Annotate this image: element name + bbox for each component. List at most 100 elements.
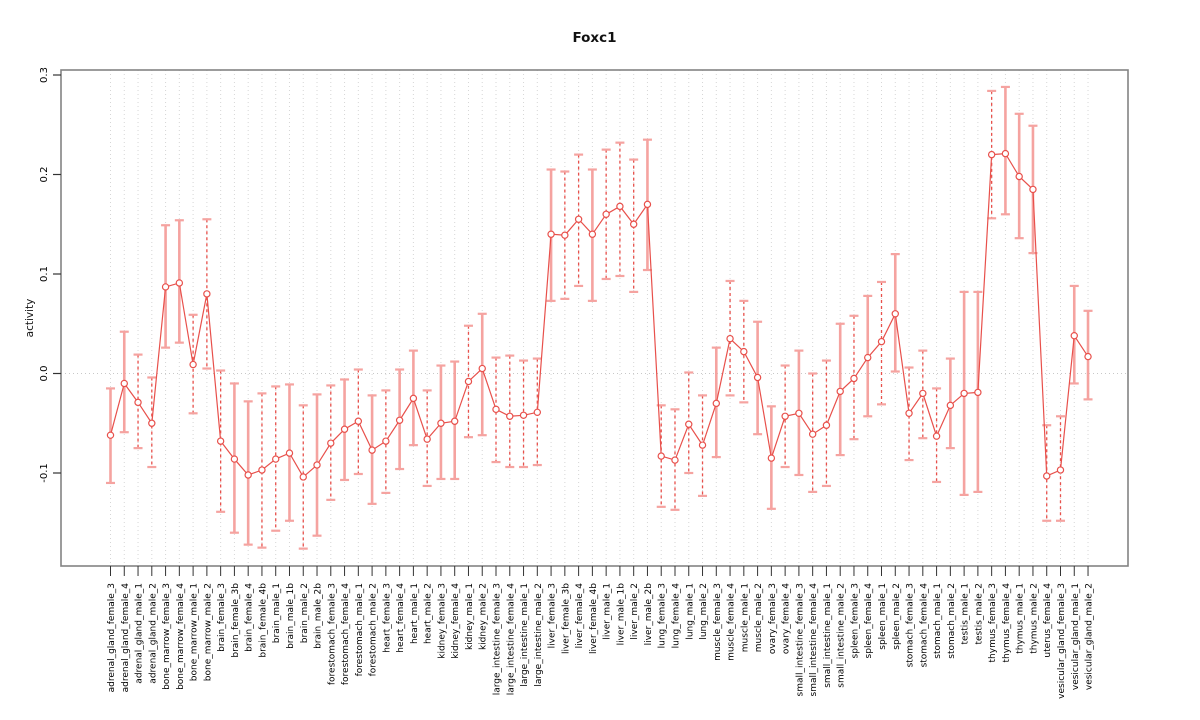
x-axis-label: vesicular_gland_female_3 xyxy=(1057,583,1067,699)
x-axis-label: stomach_male_1 xyxy=(933,583,943,659)
data-point-marker xyxy=(451,417,459,425)
x-axis-label: large_intestine_female_4 xyxy=(506,583,516,696)
data-point-marker xyxy=(767,454,776,462)
data-point-marker xyxy=(519,411,528,419)
x-axis-label: bone_marrow_male_2 xyxy=(203,583,213,681)
data-point-marker xyxy=(244,471,252,479)
data-point-marker xyxy=(657,452,665,460)
data-point-marker xyxy=(574,215,583,223)
data-point-marker xyxy=(588,230,597,238)
x-axis-label: liver_male_1b xyxy=(616,583,626,646)
data-point-marker xyxy=(175,279,184,287)
data-point-marker xyxy=(368,446,376,454)
x-axis-label: liver_male_2b xyxy=(644,583,654,646)
data-point-marker xyxy=(506,412,514,420)
x-axis-label: adrenal_gland_female_3 xyxy=(107,583,117,692)
data-point-marker xyxy=(464,377,473,386)
x-axis-label: adrenal_gland_male_1 xyxy=(135,583,145,684)
x-axis-label: lung_female_4 xyxy=(671,583,681,649)
data-point-marker xyxy=(726,334,734,343)
x-axis-label: adrenal_gland_male_2 xyxy=(148,583,158,684)
data-point-marker xyxy=(285,449,294,457)
x-axis-label: liver_male_1 xyxy=(603,583,613,640)
x-axis-label: brain_female_4 xyxy=(245,583,255,652)
x-axis-label: lung_male_1 xyxy=(685,583,695,640)
data-point-marker xyxy=(877,337,886,346)
data-point-marker xyxy=(478,364,486,373)
data-point-marker xyxy=(740,347,748,356)
data-point-marker xyxy=(974,388,982,397)
data-point-marker xyxy=(1070,331,1078,340)
data-point-marker xyxy=(561,231,569,239)
x-axis-label: forestomach_female_3 xyxy=(327,583,337,685)
data-point-marker xyxy=(533,408,542,417)
data-point-marker xyxy=(1015,172,1023,181)
data-point-marker xyxy=(864,353,872,362)
data-point-marker xyxy=(629,220,638,228)
data-point-marker xyxy=(230,455,239,463)
x-axis-label: kidney_male_2 xyxy=(479,583,489,650)
x-axis-label: thymus_female_3 xyxy=(988,583,998,662)
x-axis-label: vesicular_gland_male_2 xyxy=(1085,583,1095,690)
x-axis-label: kidney_female_4 xyxy=(451,583,461,659)
data-point-marker xyxy=(1056,466,1065,474)
data-point-marker xyxy=(354,417,363,425)
x-axis-label: stomach_female_4 xyxy=(919,583,929,668)
x-axis-label: stomach_male_2 xyxy=(947,583,957,659)
x-axis-label: stomach_female_3 xyxy=(906,583,916,667)
x-axis-label: spleen_female_3 xyxy=(850,583,860,658)
data-point-marker xyxy=(836,387,844,396)
x-axis-label: testis_male_2 xyxy=(974,583,984,645)
data-point-marker xyxy=(685,420,693,428)
x-axis-label: bone_marrow_male_1 xyxy=(190,583,200,681)
x-axis-label: muscle_male_2 xyxy=(754,583,764,652)
data-point-marker xyxy=(616,202,624,211)
x-axis-label: bone_marrow_female_4 xyxy=(176,583,186,690)
x-axis-label: thymus_male_2 xyxy=(1029,583,1039,654)
data-point-marker xyxy=(327,439,335,447)
data-point-marker xyxy=(822,421,831,429)
data-point-marker xyxy=(340,425,349,433)
x-axis-label: forestomach_male_1 xyxy=(355,583,365,676)
data-point-marker xyxy=(161,283,170,291)
data-point-marker xyxy=(395,416,404,424)
y-axis-tick-label: 0.1 xyxy=(39,266,50,282)
x-axis-label: lung_female_3 xyxy=(658,583,668,648)
data-point-marker xyxy=(148,419,156,427)
x-axis-label: brain_female_3 xyxy=(217,583,227,652)
x-axis-label: liver_female_4b xyxy=(589,583,599,654)
x-axis-label: thymus_male_1 xyxy=(1016,583,1026,654)
data-point-marker xyxy=(299,473,307,481)
chart-title: Foxc1 xyxy=(572,30,617,46)
x-axis-label: small_intestine_male_2 xyxy=(837,583,847,688)
data-point-marker xyxy=(272,455,280,463)
x-axis-label: large_intestine_female_3 xyxy=(493,583,503,695)
x-axis-label: brain_male_1b xyxy=(286,583,296,649)
x-axis-label: liver_female_3b xyxy=(561,583,571,654)
x-axis-label: muscle_male_1 xyxy=(740,583,750,652)
x-axis-label: adrenal_gland_female_4 xyxy=(121,583,131,693)
data-point-marker xyxy=(905,409,913,417)
x-axis-label: ovary_female_3 xyxy=(768,583,778,654)
data-point-marker xyxy=(106,431,115,439)
data-point-marker xyxy=(189,360,197,369)
data-point-marker xyxy=(1084,352,1092,361)
x-axis-label: liver_female_3 xyxy=(548,583,558,648)
x-axis-label: forestomach_male_2 xyxy=(369,583,379,676)
x-axis-label: small_intestine_female_3 xyxy=(795,583,805,696)
x-axis-label: testis_male_1 xyxy=(961,583,971,645)
data-point-marker xyxy=(1001,149,1010,158)
x-axis-label: small_intestine_male_1 xyxy=(823,583,833,688)
data-point-marker xyxy=(216,437,225,445)
data-point-marker xyxy=(409,394,418,403)
y-axis-tick-label: 0.3 xyxy=(39,67,50,83)
data-point-marker xyxy=(932,432,941,440)
data-point-marker xyxy=(258,466,266,474)
x-axis-label: bone_marrow_female_3 xyxy=(162,583,172,690)
data-point-marker xyxy=(1029,185,1037,194)
data-point-marker xyxy=(698,441,707,449)
data-point-marker xyxy=(423,435,431,443)
x-axis-label: spleen_male_2 xyxy=(892,583,902,650)
